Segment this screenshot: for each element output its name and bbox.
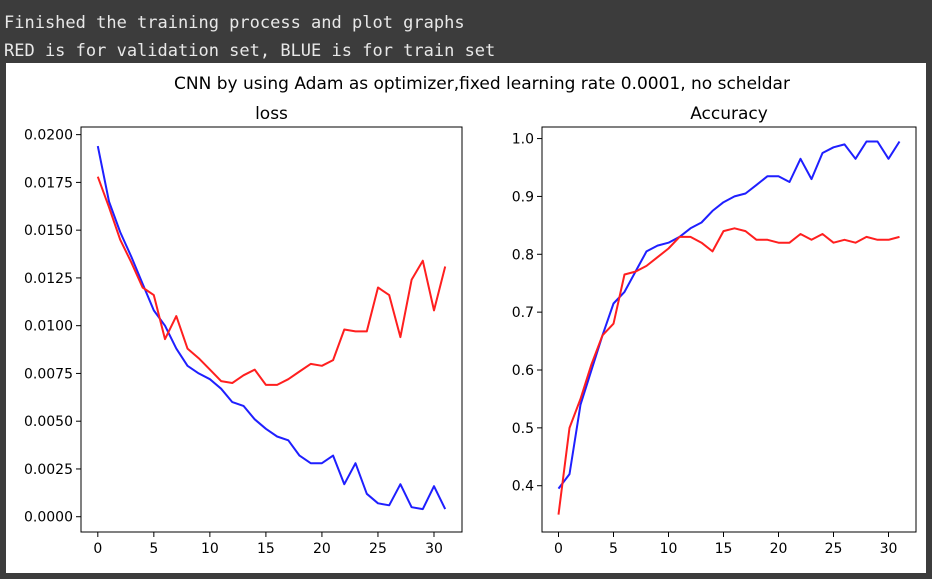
- accuracy-ytick-label: 0.5: [512, 421, 534, 437]
- loss-xtick-label: 10: [201, 541, 219, 557]
- accuracy-plot: Accuracy 0 5 10 15 20 25 30 0.4 0.5 0.6 0.7 0.8 0.9 1.…: [512, 104, 917, 557]
- accuracy-xtick-label: 30: [880, 541, 898, 557]
- accuracy-validation-line: [557, 227, 900, 515]
- loss-xtick-label: 5: [149, 541, 158, 557]
- loss-ytick-label: 0.0100: [24, 319, 73, 335]
- accuracy-xtick-label: 25: [825, 541, 843, 557]
- loss-train-line: [96, 145, 447, 511]
- accuracy-ytick-label: 0.7: [512, 305, 534, 321]
- loss-xtick-label: 15: [257, 541, 275, 557]
- accuracy-xtick-label: 0: [554, 541, 563, 557]
- console-line-finished: Finished the training process and plot g…: [4, 13, 465, 33]
- console-output: Finished the training process and plot g…: [0, 0, 932, 62]
- loss-xtick-label: 0: [93, 541, 102, 557]
- loss-xtick-label: 25: [369, 541, 387, 557]
- loss-ytick-label: 0.0075: [24, 366, 73, 382]
- loss-xtick-label: 30: [425, 541, 443, 557]
- accuracy-ytick-label: 0.6: [512, 363, 534, 379]
- console-line-legend-note: RED is for validation set, BLUE is for t…: [4, 41, 496, 61]
- loss-ytick-label: 0.0125: [24, 271, 73, 287]
- accuracy-xtick-label: 10: [660, 541, 678, 557]
- loss-ytick-label: 0.0150: [24, 223, 73, 239]
- accuracy-xtick-label: 5: [609, 541, 618, 557]
- loss-ytick-label: 0.0050: [24, 414, 73, 430]
- accuracy-ytick-label: 0.4: [512, 479, 534, 495]
- accuracy-train-line: [557, 140, 901, 490]
- figure-suptitle: CNN by using Adam as optimizer,fixed lea…: [174, 74, 790, 94]
- loss-xtick-label: 20: [313, 541, 331, 557]
- accuracy-title: Accuracy: [690, 104, 768, 124]
- figure-svg: CNN by using Adam as optimizer,fixed lea…: [24, 74, 917, 557]
- accuracy-axes-frame: [541, 126, 917, 533]
- accuracy-ytick-label: 0.9: [512, 189, 534, 205]
- loss-ytick-label: 0.0025: [24, 462, 73, 478]
- loss-ytick-label: 0.0000: [24, 510, 73, 526]
- loss-title: loss: [255, 104, 288, 124]
- loss-validation-line: [96, 176, 447, 386]
- accuracy-xtick-label: 15: [715, 541, 733, 557]
- figure-canvas: CNN by using Adam as optimizer,fixed lea…: [6, 63, 926, 573]
- loss-ytick-label: 0.0175: [24, 175, 73, 191]
- loss-axes-frame: [80, 126, 463, 533]
- accuracy-ytick-label: 0.8: [512, 247, 534, 263]
- accuracy-ytick-label: 1.0: [512, 132, 534, 148]
- accuracy-xtick-label: 20: [770, 541, 788, 557]
- loss-ytick-label: 0.0200: [24, 128, 73, 144]
- loss-plot: loss 0 5 10 15 20 25 30 0.0000 0.0025 0.0050 0.0075…: [24, 104, 463, 557]
